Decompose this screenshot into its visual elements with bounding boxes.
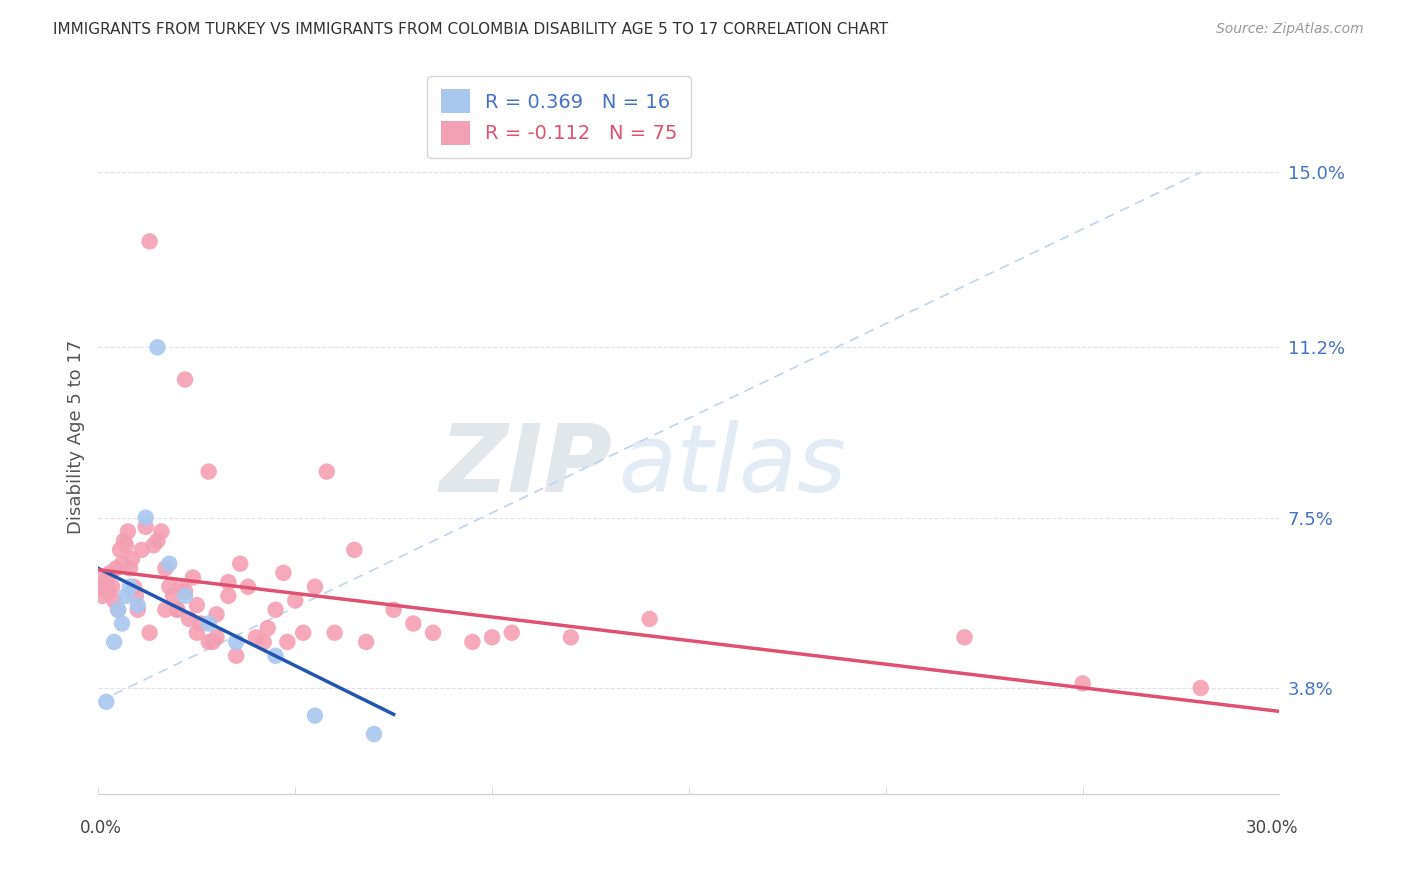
Point: [162, 589, 184, 603]
Point: [382, 603, 405, 617]
Point: [103, 635, 125, 649]
Point: [96, 695, 118, 709]
Point: [225, 648, 247, 663]
Point: [131, 542, 153, 557]
Point: [155, 561, 177, 575]
Point: [197, 465, 219, 479]
Point: [91, 589, 114, 603]
Text: 30.0%: 30.0%: [1246, 819, 1299, 837]
Point: [166, 603, 188, 617]
Point: [98, 566, 121, 580]
Point: [135, 520, 157, 534]
Point: [201, 635, 224, 649]
Point: [264, 648, 287, 663]
Point: [284, 593, 307, 607]
Point: [217, 575, 239, 590]
Point: [1071, 676, 1094, 690]
Point: [138, 235, 160, 249]
Point: [245, 631, 267, 645]
Point: [560, 631, 582, 645]
Point: [146, 340, 169, 354]
Point: [461, 635, 484, 649]
Point: [108, 542, 131, 557]
Point: [166, 603, 188, 617]
Point: [186, 625, 208, 640]
Point: [96, 575, 118, 590]
Text: Source: ZipAtlas.com: Source: ZipAtlas.com: [1216, 22, 1364, 37]
Point: [107, 603, 129, 617]
Point: [157, 557, 180, 571]
Legend: R = 0.369   N = 16, R = -0.112   N = 75: R = 0.369 N = 16, R = -0.112 N = 75: [427, 76, 692, 158]
Point: [323, 625, 346, 640]
Point: [135, 510, 157, 524]
Point: [155, 603, 177, 617]
Point: [97, 584, 120, 599]
Point: [225, 635, 247, 649]
Text: atlas: atlas: [619, 420, 846, 511]
Point: [217, 589, 239, 603]
Point: [638, 612, 661, 626]
Point: [111, 616, 134, 631]
Point: [253, 635, 276, 649]
Point: [276, 635, 298, 649]
Point: [236, 580, 259, 594]
Point: [422, 625, 444, 640]
Point: [127, 603, 149, 617]
Point: [177, 612, 200, 626]
Point: [117, 524, 139, 539]
Point: [138, 625, 160, 640]
Point: [205, 607, 228, 622]
Point: [157, 580, 180, 594]
Point: [174, 584, 197, 599]
Point: [197, 616, 219, 631]
Point: [501, 625, 523, 640]
Point: [101, 580, 124, 594]
Point: [304, 580, 326, 594]
Point: [354, 635, 377, 649]
Point: [197, 635, 219, 649]
Point: [315, 465, 337, 479]
Point: [363, 727, 385, 741]
Point: [343, 542, 366, 557]
Point: [150, 524, 173, 539]
Point: [118, 580, 141, 594]
Point: [89, 580, 111, 594]
Point: [170, 580, 193, 594]
Point: [142, 538, 165, 552]
Text: 0.0%: 0.0%: [80, 819, 122, 837]
Point: [953, 631, 976, 645]
Point: [190, 616, 212, 631]
Point: [181, 570, 204, 584]
Point: [402, 616, 425, 631]
Text: IMMIGRANTS FROM TURKEY VS IMMIGRANTS FROM COLOMBIA DISABILITY AGE 5 TO 17 CORREL: IMMIGRANTS FROM TURKEY VS IMMIGRANTS FRO…: [53, 22, 889, 37]
Point: [481, 631, 503, 645]
Point: [93, 570, 115, 584]
Point: [111, 557, 134, 571]
Point: [105, 561, 128, 575]
Y-axis label: Disability Age 5 to 17: Disability Age 5 to 17: [66, 340, 84, 534]
Point: [292, 625, 315, 640]
Point: [122, 580, 145, 594]
Point: [1189, 681, 1212, 695]
Point: [118, 561, 141, 575]
Point: [304, 708, 326, 723]
Point: [264, 603, 287, 617]
Point: [186, 598, 208, 612]
Point: [112, 533, 135, 548]
Point: [121, 552, 143, 566]
Point: [229, 557, 252, 571]
Point: [103, 593, 125, 607]
Point: [174, 589, 197, 603]
Text: ZIP: ZIP: [439, 419, 612, 512]
Point: [115, 538, 138, 552]
Point: [115, 589, 138, 603]
Point: [107, 603, 129, 617]
Point: [256, 621, 278, 635]
Point: [146, 533, 169, 548]
Point: [174, 372, 197, 386]
Point: [125, 589, 148, 603]
Point: [127, 598, 149, 612]
Point: [205, 631, 228, 645]
Point: [273, 566, 295, 580]
